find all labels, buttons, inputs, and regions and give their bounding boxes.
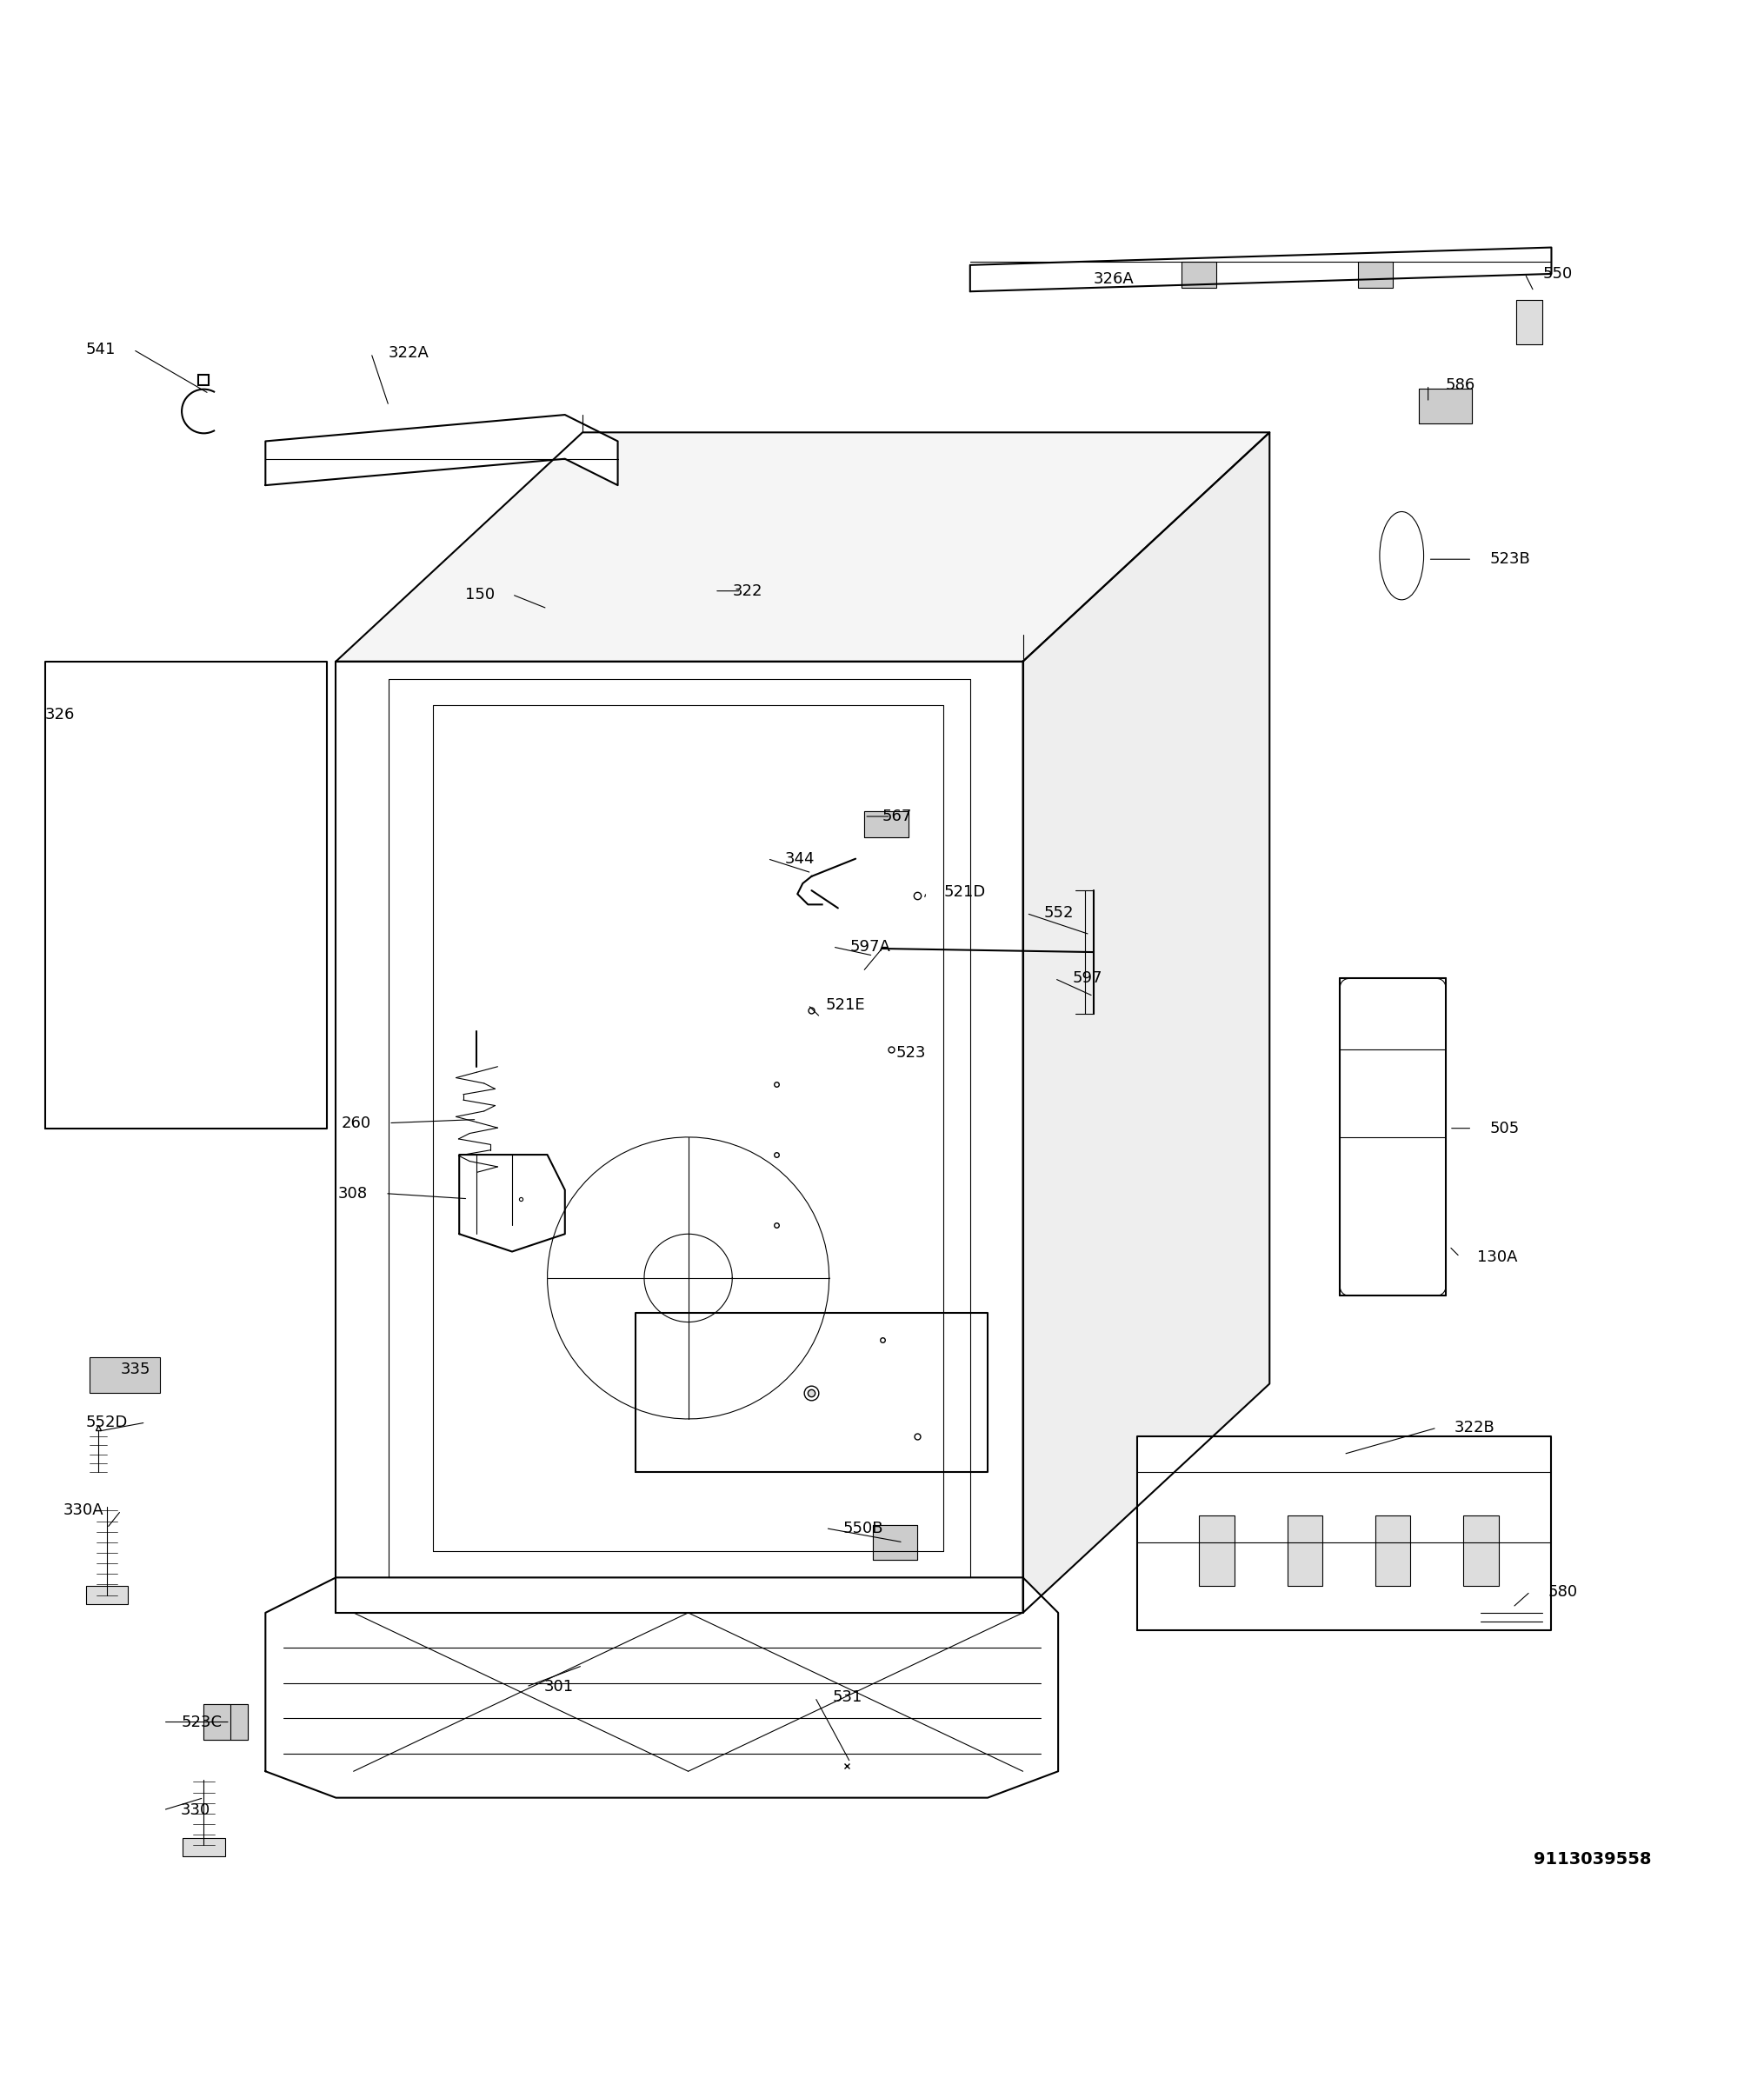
Polygon shape [46, 661, 326, 1129]
Polygon shape [1517, 300, 1542, 344]
Polygon shape [864, 812, 908, 837]
Text: 130A: 130A [1478, 1248, 1517, 1265]
Text: 523: 523 [896, 1045, 926, 1059]
Polygon shape [1420, 388, 1473, 424]
Text: 550B: 550B [843, 1521, 884, 1536]
Polygon shape [335, 661, 1023, 1613]
Text: 326: 326 [46, 707, 76, 722]
Polygon shape [335, 432, 1270, 661]
Bar [1464, 1517, 1499, 1586]
Bar [1182, 262, 1217, 287]
Text: 552D: 552D [86, 1414, 129, 1431]
Bar [1376, 1517, 1411, 1586]
Text: 150: 150 [464, 587, 494, 602]
Text: 344: 344 [785, 852, 815, 866]
Polygon shape [205, 1704, 247, 1739]
Text: 9113039558: 9113039558 [1533, 1850, 1651, 1867]
Bar [1288, 1517, 1323, 1586]
Text: 552: 552 [1044, 906, 1074, 921]
Text: 322A: 322A [388, 346, 429, 361]
Text: 308: 308 [339, 1185, 367, 1202]
Ellipse shape [1379, 512, 1424, 600]
Text: 523C: 523C [182, 1714, 222, 1729]
Text: 330A: 330A [64, 1502, 104, 1519]
Text: 580: 580 [1547, 1584, 1577, 1599]
Text: 521D: 521D [944, 885, 986, 900]
Polygon shape [873, 1525, 917, 1561]
Polygon shape [459, 1154, 564, 1253]
Polygon shape [970, 248, 1551, 292]
Bar [1358, 262, 1394, 287]
Text: 521E: 521E [826, 997, 866, 1013]
Text: 541: 541 [86, 342, 116, 357]
Bar [86, 1586, 129, 1605]
Bar [183, 1838, 226, 1857]
Text: 326A: 326A [1094, 271, 1134, 287]
Text: 335: 335 [122, 1362, 152, 1378]
Text: 550: 550 [1542, 266, 1572, 281]
Bar [1200, 1517, 1235, 1586]
Polygon shape [265, 1578, 1058, 1798]
Text: 531: 531 [833, 1689, 863, 1706]
Text: 597: 597 [1073, 971, 1102, 986]
Polygon shape [265, 415, 617, 485]
Text: 505: 505 [1491, 1120, 1519, 1137]
Polygon shape [635, 1313, 988, 1473]
Polygon shape [1023, 432, 1270, 1613]
Polygon shape [432, 705, 944, 1550]
Text: 322: 322 [732, 583, 762, 598]
Text: 301: 301 [543, 1678, 573, 1695]
Text: 586: 586 [1446, 378, 1475, 392]
Text: 260: 260 [342, 1116, 370, 1131]
Text: 523B: 523B [1491, 552, 1531, 566]
Bar [90, 1357, 161, 1393]
Text: 330: 330 [182, 1802, 210, 1817]
Text: 597A: 597A [850, 940, 891, 955]
Text: 567: 567 [882, 808, 912, 825]
Polygon shape [1138, 1437, 1551, 1630]
Text: 322B: 322B [1455, 1420, 1496, 1435]
